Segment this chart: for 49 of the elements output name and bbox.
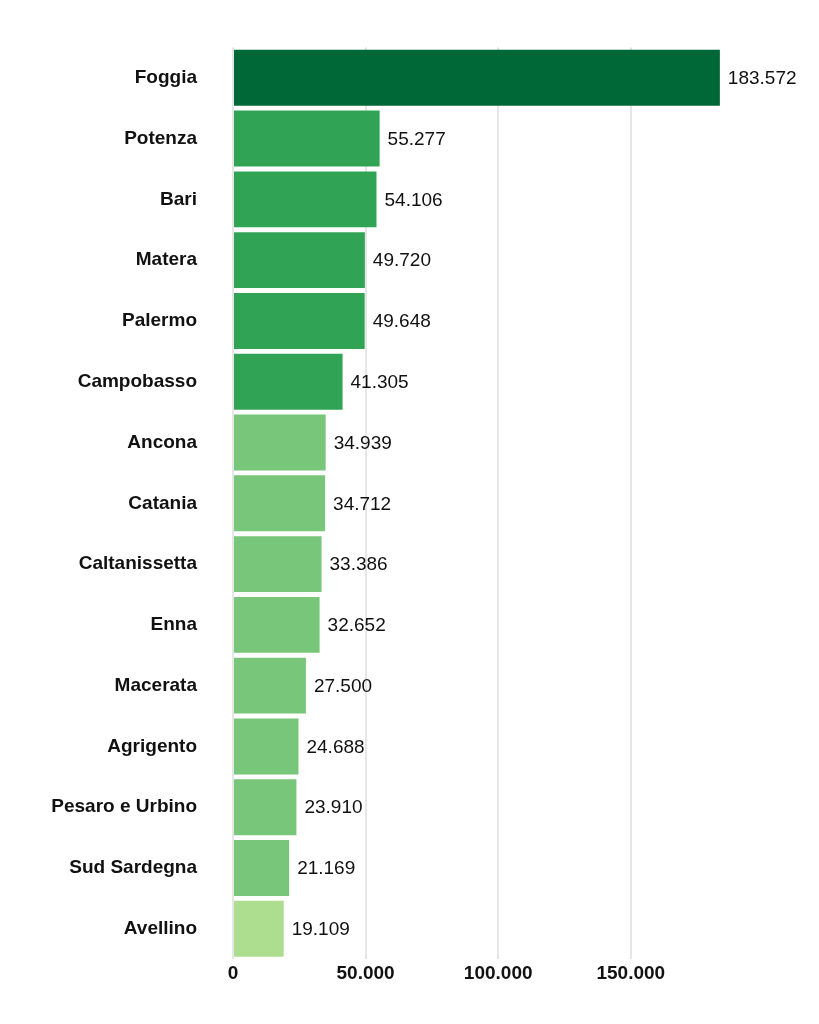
y-tick-label: Palermo	[122, 309, 197, 331]
y-tick-label: Matera	[135, 248, 198, 270]
bar	[234, 171, 377, 228]
bar	[234, 232, 365, 289]
data-label: 183.572	[727, 67, 797, 89]
bar	[234, 657, 306, 714]
data-label: 23.910	[304, 796, 363, 818]
bar	[234, 718, 299, 775]
x-tick-label: 50.000	[336, 961, 395, 983]
y-tick-label: Foggia	[134, 66, 198, 88]
data-label: 41.305	[350, 370, 409, 392]
y-tick-label: Bari	[160, 187, 197, 209]
bar	[234, 475, 326, 532]
y-tick-label: Agrigento	[107, 734, 197, 756]
data-label: 19.109	[291, 918, 350, 940]
y-tick-label: Potenza	[124, 126, 198, 148]
y-tick-label: Sud Sardegna	[69, 856, 198, 878]
data-label: 34.939	[333, 431, 392, 453]
bar	[234, 353, 343, 410]
bar	[234, 292, 365, 349]
bar	[234, 414, 326, 471]
data-label: 49.648	[372, 310, 431, 332]
y-tick-label: Macerata	[114, 673, 198, 695]
bar	[234, 900, 284, 957]
y-tick-label: Catania	[128, 491, 198, 513]
data-label: 33.386	[329, 553, 388, 575]
x-tick-label: 100.000	[463, 961, 533, 983]
y-tick-label: Ancona	[127, 430, 198, 452]
x-tick-label: 0	[227, 961, 239, 983]
data-label: 21.169	[297, 857, 356, 879]
bar	[234, 536, 322, 593]
bar	[234, 779, 297, 836]
bar	[234, 596, 320, 653]
y-tick-label: Avellino	[123, 917, 197, 939]
data-label: 49.720	[372, 249, 431, 271]
data-label: 55.277	[387, 127, 446, 149]
y-tick-label: Enna	[150, 613, 198, 635]
data-label: 27.500	[313, 674, 373, 696]
y-tick-label: Caltanissetta	[78, 552, 198, 574]
y-tick-label: Campobasso	[77, 369, 197, 391]
bar	[234, 49, 720, 106]
x-tick-label: 150.000	[596, 961, 666, 983]
y-tick-label: Pesaro e Urbino	[51, 795, 197, 817]
bar	[234, 110, 380, 167]
data-label: 32.652	[327, 614, 386, 636]
data-label: 54.106	[384, 188, 443, 210]
data-label: 34.712	[333, 492, 392, 514]
bar	[234, 840, 290, 896]
data-label: 24.688	[306, 735, 365, 757]
